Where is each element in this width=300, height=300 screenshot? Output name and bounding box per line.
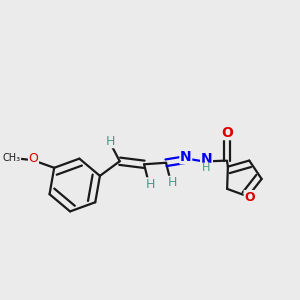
Text: N: N <box>201 152 212 166</box>
Text: O: O <box>244 190 255 204</box>
Text: H: H <box>146 178 155 191</box>
Text: O: O <box>28 152 38 165</box>
Text: O: O <box>221 126 233 140</box>
Text: H: H <box>106 135 115 148</box>
Text: H: H <box>202 163 211 173</box>
Text: H: H <box>168 176 177 189</box>
Text: CH₃: CH₃ <box>2 153 21 163</box>
Text: N: N <box>180 150 192 164</box>
